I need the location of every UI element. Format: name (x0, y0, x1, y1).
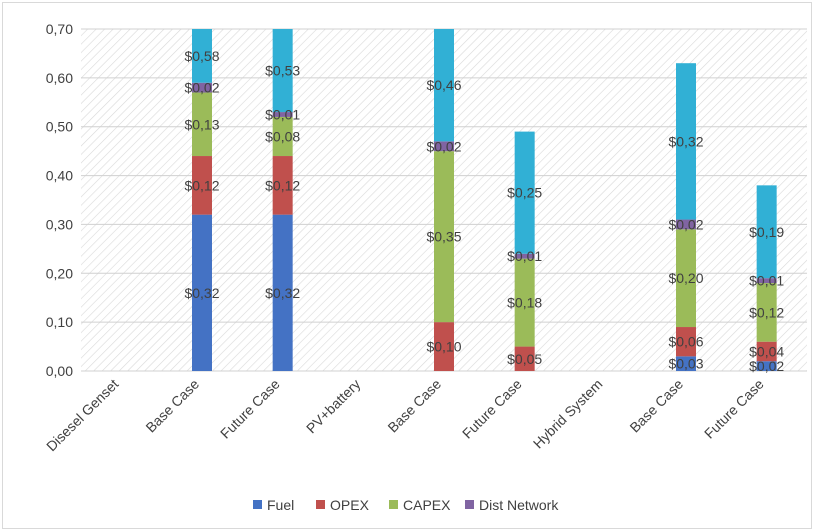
bar-segment (676, 356, 696, 371)
bar-segment (676, 229, 696, 328)
bar-segment (192, 92, 212, 157)
bar-segment (676, 327, 696, 357)
bar-segment (756, 283, 777, 342)
legend-label: Dist Network (479, 497, 559, 513)
data-label: $0,10 (426, 339, 461, 355)
y-tick-label: 0,40 (46, 168, 73, 184)
legend-label: Fuel (267, 497, 294, 513)
y-tick-label: 0,70 (46, 21, 73, 37)
stacked-bar-chart: 0,00 0,10 0,20 0,30 0,40 0,50 0,60 0,70 $0,32 $0… (43, 21, 807, 513)
bar-segment (514, 253, 535, 259)
data-label: $0,32 (184, 285, 219, 301)
bar-segment (272, 214, 293, 371)
y-tick-label: 0,20 (46, 265, 73, 281)
data-label: $0,12 (184, 177, 219, 193)
data-label: $0,20 (668, 270, 703, 286)
bar-segment (434, 151, 454, 323)
bar-segment (192, 156, 212, 215)
data-label: $0,32 (668, 133, 703, 149)
data-label: $0,01 (749, 273, 784, 289)
data-label: $0,01 (507, 248, 542, 264)
bar-segment (756, 341, 777, 362)
data-label: $0,25 (507, 185, 542, 201)
x-category-label: Future Case (459, 376, 525, 442)
bar-segment (434, 322, 454, 371)
legend-label: CAPEX (403, 497, 451, 513)
data-label: $0,58 (184, 48, 219, 64)
bar-segment (676, 63, 696, 220)
y-tick-label: 0,30 (46, 216, 73, 232)
y-tick-label: 0,60 (46, 70, 73, 86)
bar-segment (272, 29, 293, 113)
bar-segment (192, 82, 212, 93)
bar-segment (272, 116, 293, 157)
data-label: $0,05 (507, 351, 542, 367)
bar-segment (434, 29, 454, 142)
x-category-label: Disesel Genset (43, 376, 122, 455)
data-label: $0,02 (184, 80, 219, 96)
x-category-label: Base Case (626, 376, 686, 436)
data-label: $0,32 (265, 285, 300, 301)
legend-label: OPEX (330, 497, 370, 513)
bar-segment (514, 258, 535, 347)
data-label: $0,01 (265, 107, 300, 123)
bar-segment (272, 156, 293, 215)
data-label: $0,12 (265, 177, 300, 193)
data-label: $0,02 (749, 358, 784, 374)
data-label: $0,02 (668, 216, 703, 232)
bar-segment (514, 346, 535, 371)
data-label: $0,35 (426, 229, 461, 245)
bar-segment (756, 185, 777, 279)
x-category-label: PV+battery (303, 376, 364, 437)
x-category-label: Hybrid System (530, 376, 606, 452)
data-label: $0,12 (749, 304, 784, 320)
legend-swatch (465, 500, 474, 509)
bar-segment (676, 219, 696, 230)
bar-segment (192, 29, 212, 83)
bar-segment (272, 112, 293, 117)
data-label: $0,46 (426, 77, 461, 93)
bar-segment (192, 214, 212, 371)
y-tick-label: 0,50 (46, 119, 73, 135)
legend-swatch (253, 500, 262, 509)
bar-segment (514, 131, 535, 254)
bar-segment (756, 361, 777, 371)
y-tick-label: 0,00 (46, 363, 73, 379)
data-label: $0,03 (668, 356, 703, 372)
x-category-label: Base Case (384, 376, 444, 436)
data-label: $0,13 (184, 116, 219, 132)
data-label: $0,53 (265, 63, 300, 79)
bar-segment (756, 278, 777, 284)
data-label: $0,02 (426, 138, 461, 154)
legend-swatch (389, 500, 398, 509)
y-tick-label: 0,10 (46, 314, 73, 330)
x-category-label: Future Case (217, 376, 283, 442)
data-label: $0,08 (265, 128, 300, 144)
x-category-label: Future Case (701, 376, 767, 442)
data-label: $0,19 (749, 224, 784, 240)
data-label: $0,18 (507, 295, 542, 311)
data-label: $0,06 (668, 334, 703, 350)
bar-segment (434, 141, 454, 152)
x-category-label: Base Case (142, 376, 202, 436)
legend-swatch (316, 500, 325, 509)
data-label: $0,04 (749, 343, 784, 359)
